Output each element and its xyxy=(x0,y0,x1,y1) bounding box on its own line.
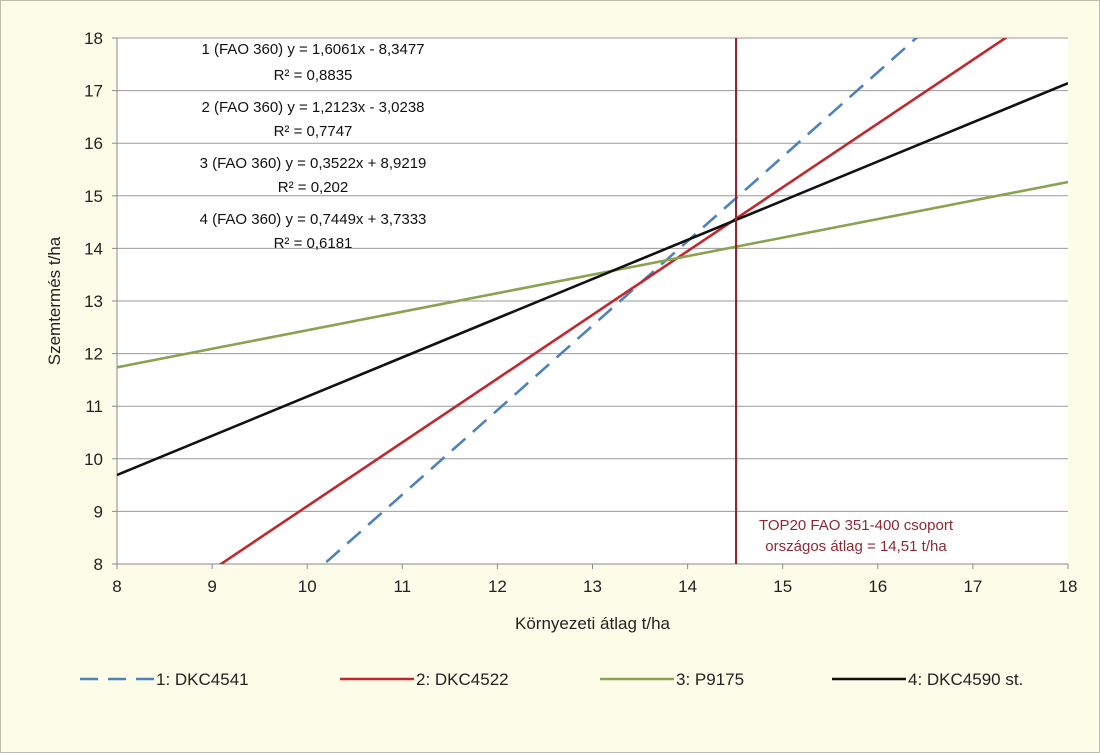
y-tick-label: 9 xyxy=(94,502,103,521)
legend-label-3: 3: P9175 xyxy=(676,670,744,689)
y-tick-label: 8 xyxy=(94,555,103,574)
reference-label-line1: TOP20 FAO 351-400 csoport xyxy=(759,517,954,534)
x-tick-label: 18 xyxy=(1059,577,1078,596)
x-axis-title: Környezeti átlag t/ha xyxy=(515,614,671,633)
x-tick-label: 10 xyxy=(298,577,317,596)
legend-label-1: 1: DKC4541 xyxy=(156,670,249,689)
series-line-3 xyxy=(117,180,1068,369)
y-tick-label: 11 xyxy=(85,397,103,416)
reference-label-line2: országos átlag = 14,51 t/ha xyxy=(765,538,947,555)
y-axis-title: Szemtermés t/ha xyxy=(45,236,64,365)
y-tick-label: 18 xyxy=(84,29,103,48)
r2-label-2: R² = 0,7747 xyxy=(274,123,353,140)
series-line-4 xyxy=(117,81,1068,477)
equation-label-4: 4 (FAO 360) y = 0,7449x + 3,7333 xyxy=(200,211,427,228)
x-tick-label: 17 xyxy=(963,577,982,596)
equation-label-3: 3 (FAO 360) y = 0,3522x + 8,9219 xyxy=(200,155,427,172)
y-tick-label: 16 xyxy=(84,134,103,153)
x-tick-label: 15 xyxy=(773,577,792,596)
equation-label-2: 2 (FAO 360) y = 1,2123x - 3,0238 xyxy=(201,99,424,116)
x-tick-label: 11 xyxy=(393,577,411,596)
y-tick-label: 12 xyxy=(84,345,103,364)
series-line-2 xyxy=(218,38,1008,564)
legend-label-2: 2: DKC4522 xyxy=(416,670,509,689)
x-tick-label: 16 xyxy=(868,577,887,596)
y-tick-label: 17 xyxy=(84,82,103,101)
r2-label-3: R² = 0,202 xyxy=(278,179,348,196)
y-tick-label: 13 xyxy=(84,292,103,311)
x-tick-label: 14 xyxy=(678,577,697,596)
x-tick-label: 9 xyxy=(207,577,216,596)
r2-label-1: R² = 0,8835 xyxy=(274,67,353,84)
x-tick-label: 13 xyxy=(583,577,602,596)
r2-label-4: R² = 0,6181 xyxy=(274,235,353,252)
y-tick-label: 10 xyxy=(84,450,103,469)
y-tick-label: 15 xyxy=(84,187,103,206)
x-tick-label: 12 xyxy=(488,577,507,596)
equation-label-1: 1 (FAO 360) y = 1,6061x - 8,3477 xyxy=(201,41,424,58)
x-tick-label: 8 xyxy=(112,577,121,596)
legend-label-4: 4: DKC4590 st. xyxy=(908,670,1023,689)
y-tick-label: 14 xyxy=(84,239,103,258)
